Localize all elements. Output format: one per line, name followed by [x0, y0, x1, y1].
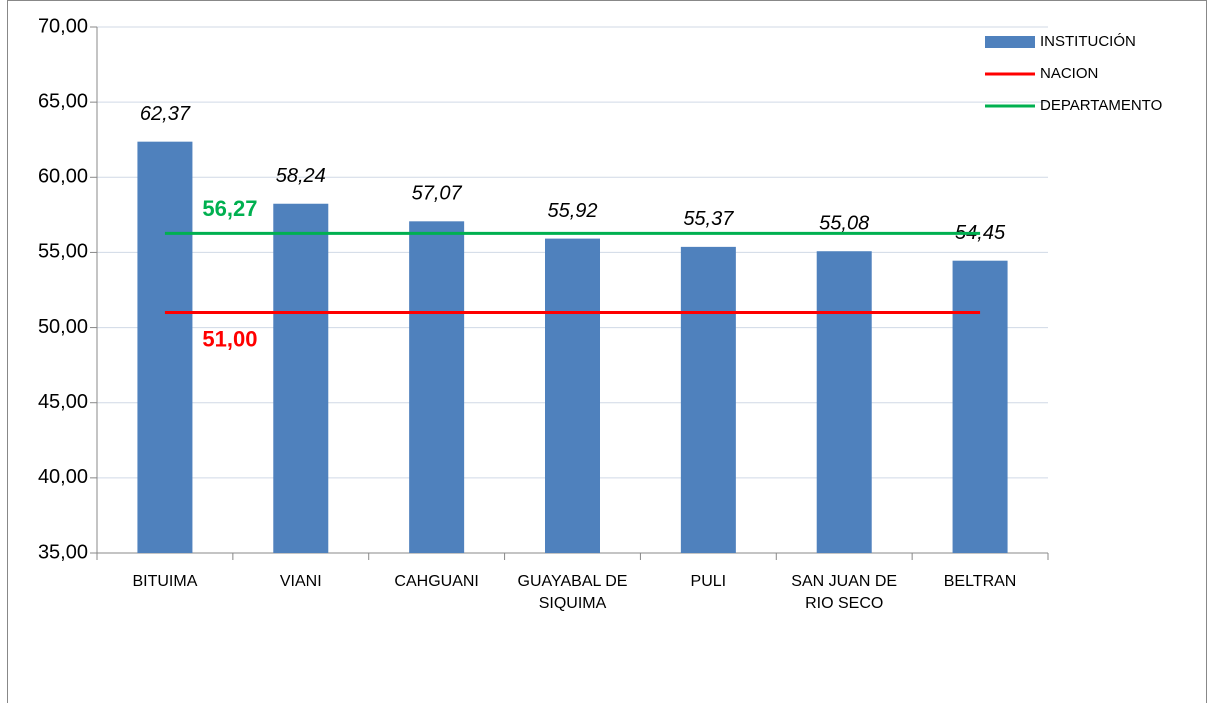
bar — [137, 141, 193, 553]
bar — [680, 246, 736, 554]
x-tick-label: BELTRAN — [943, 573, 1017, 590]
bar — [816, 251, 872, 553]
y-tick-label: 70,00 — [38, 15, 88, 37]
value-label: 57,07 — [412, 183, 463, 205]
x-tick-label: BITUIMA — [132, 573, 198, 590]
value-label: 55,92 — [547, 200, 597, 222]
bar — [409, 221, 465, 553]
y-tick-label: 60,00 — [38, 166, 88, 188]
y-tick-label: 50,00 — [38, 316, 88, 338]
bar — [545, 238, 600, 553]
x-tick-label: SAN JUAN DE RIO SECO — [791, 573, 898, 612]
y-tick-label: 40,00 — [38, 466, 88, 488]
bar — [952, 260, 1008, 553]
legend-swatch — [985, 36, 1035, 48]
bar — [273, 203, 329, 553]
y-tick-label: 65,00 — [38, 90, 88, 112]
x-tick-label: VIANI — [279, 573, 322, 590]
value-label: 51,00 — [202, 326, 257, 351]
value-label: 54,45 — [955, 222, 1006, 244]
chart-frame — [7, 0, 1207, 703]
x-tick-label: GUAYABAL DE SIQUIMA — [517, 573, 628, 612]
x-tick-label: CAHGUANI — [394, 573, 479, 590]
value-label: 56,27 — [202, 196, 257, 221]
legend-label: DEPARTAMENTO — [1040, 97, 1162, 114]
value-label: 58,24 — [276, 165, 326, 187]
value-label: 55,37 — [683, 208, 734, 230]
legend-label: INSTITUCIÓN — [1040, 33, 1136, 50]
legend-label: NACION — [1040, 65, 1098, 82]
y-tick-label: 35,00 — [38, 541, 88, 563]
value-label: 62,37 — [140, 103, 191, 125]
y-tick-label: 55,00 — [38, 241, 88, 263]
value-label: 55,08 — [819, 213, 869, 235]
y-tick-label: 45,00 — [38, 391, 88, 413]
x-tick-label: PULI — [690, 573, 727, 590]
